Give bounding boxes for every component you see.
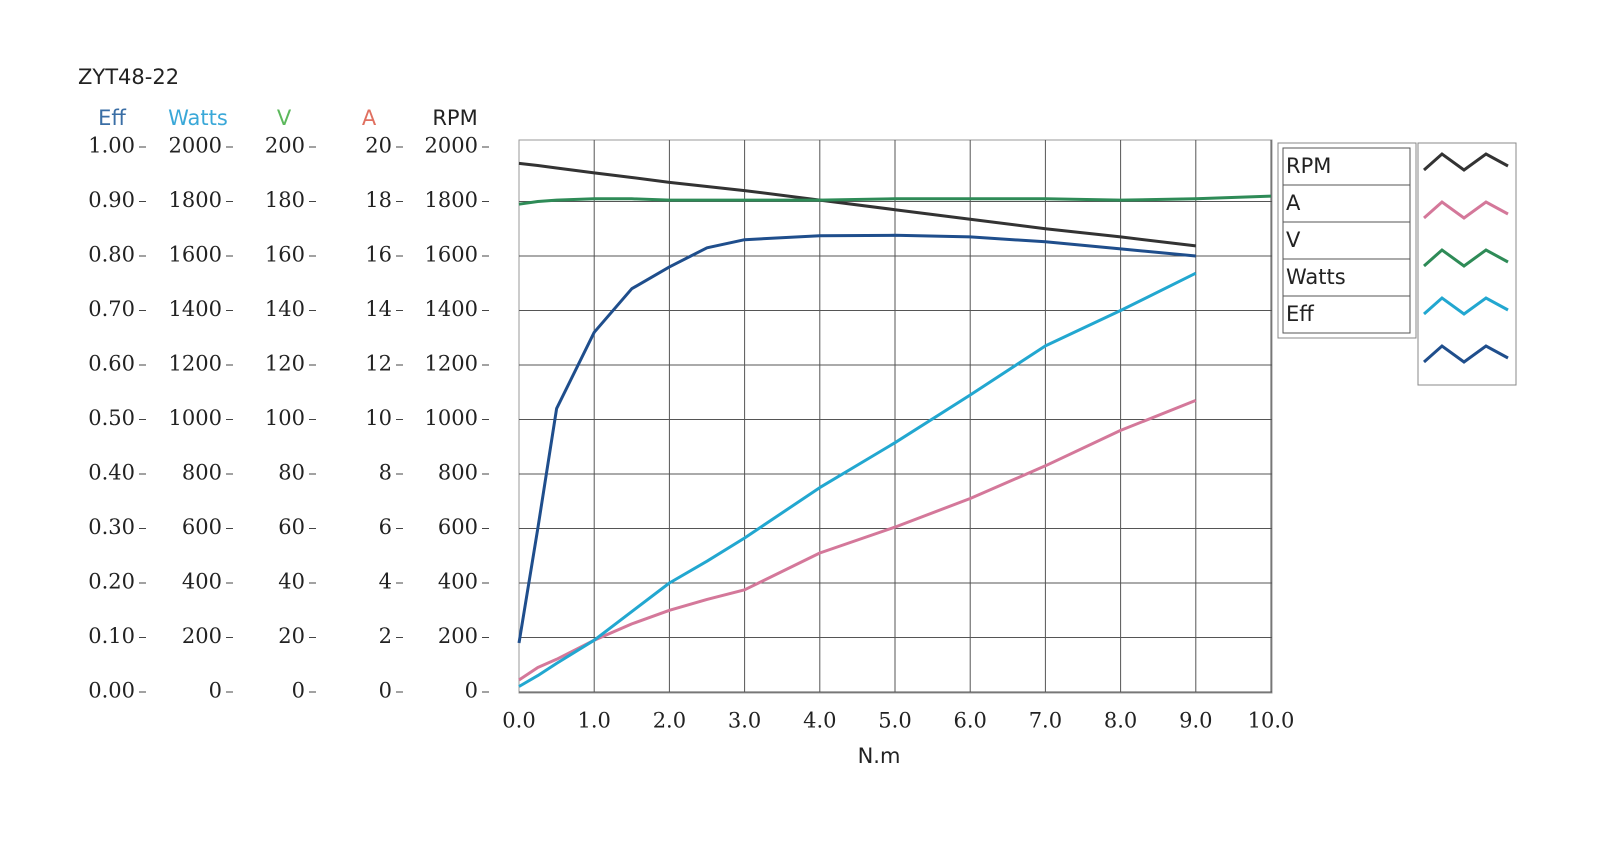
y-tick-label: 16 [365,243,392,267]
y-axis-title: V [277,106,292,130]
legend-label: RPM [1286,154,1331,178]
x-tick-label: 1.0 [577,709,610,733]
y-axis-title: A [362,106,377,130]
legend-swatch-frame [1417,142,1517,386]
legend-frame [1277,142,1417,339]
y-tick-label: 10 [365,406,392,430]
y-tick-label: 1400 [425,297,478,321]
chart-title: ZYT48-22 [78,65,179,89]
y-axis-title: RPM [432,106,477,130]
y-axis-title: Watts [168,106,228,130]
y-tick-label: 2 [379,624,392,648]
x-tick-label: 4.0 [803,709,836,733]
y-tick-label: 12 [365,352,392,376]
series-line [518,271,1197,688]
y-tick-label: 2000 [169,134,222,158]
legend-swatch [1423,152,1509,172]
y-tick-label: 1000 [169,406,222,430]
y-tick-label: 0.00 [88,679,135,703]
legend-label: V [1286,228,1301,252]
y-tick-label: 18 [365,188,392,212]
x-tick-label: 2.0 [653,709,686,733]
y-tick-label: 400 [438,570,478,594]
legend-label: Watts [1286,265,1346,289]
y-tick-label: 0 [209,679,222,703]
y-tick-label: 0.90 [88,188,135,212]
y-tick-label: 0 [465,679,478,703]
legend-cell [1282,295,1411,334]
y-tick-label: 20 [365,134,392,158]
x-tick-label: 8.0 [1104,709,1137,733]
y-tick-label: 0.50 [88,406,135,430]
y-tick-label: 4 [379,570,392,594]
y-tick-label: 1600 [169,243,222,267]
x-tick-label: 9.0 [1179,709,1212,733]
legend-swatch [1423,344,1509,364]
y-tick-label: 0 [292,679,305,703]
y-tick-label: 1400 [169,297,222,321]
series-line [518,161,1196,248]
y-tick-label: 0 [379,679,392,703]
y-tick-label: 200 [438,624,478,648]
y-tick-label: 180 [265,188,305,212]
y-tick-label: 60 [278,515,305,539]
y-tick-label: 100 [265,406,305,430]
y-tick-label: 140 [265,297,305,321]
y-tick-label: 800 [182,461,222,485]
y-tick-label: 400 [182,570,222,594]
series-line [518,399,1197,682]
legend-swatch [1423,296,1509,316]
y-tick-label: 1.00 [88,134,135,158]
y-tick-label: 6 [379,515,392,539]
y-tick-label: 8 [379,461,392,485]
legend-swatch [1423,200,1509,220]
y-tick-label: 0.30 [88,515,135,539]
y-axis-title: Eff [98,106,126,130]
legend-label: Eff [1286,302,1314,326]
y-tick-label: 0.80 [88,243,135,267]
x-axis-title: N.m [858,744,901,768]
y-tick-label: 1000 [425,406,478,430]
series-line [517,233,1196,644]
x-tick-label: 0.0 [502,709,535,733]
y-tick-label: 800 [438,461,478,485]
y-tick-label: 80 [278,461,305,485]
y-tick-label: 200 [265,134,305,158]
y-tick-label: 14 [365,297,392,321]
y-tick-label: 40 [278,570,305,594]
legend-cell [1282,184,1411,223]
y-tick-label: 1800 [425,188,478,212]
x-tick-label: 10.0 [1248,709,1295,733]
legend-swatch [1423,248,1509,268]
y-tick-label: 160 [265,243,305,267]
y-tick-label: 1200 [169,352,222,376]
y-tick-label: 20 [278,624,305,648]
y-tick-label: 0.40 [88,461,135,485]
y-tick-label: 0.10 [88,624,135,648]
y-tick-label: 600 [182,515,222,539]
y-tick-label: 1600 [425,243,478,267]
y-tick-label: 2000 [425,134,478,158]
y-tick-label: 200 [182,624,222,648]
y-tick-label: 1200 [425,352,478,376]
y-tick-label: 0.60 [88,352,135,376]
y-tick-label: 0.70 [88,297,135,321]
y-tick-label: 1800 [169,188,222,212]
x-tick-label: 7.0 [1029,709,1062,733]
x-tick-label: 3.0 [728,709,761,733]
legend-label: A [1286,191,1301,215]
y-tick-label: 600 [438,515,478,539]
x-tick-label: 5.0 [878,709,911,733]
legend-cell [1282,221,1411,260]
y-tick-label: 120 [265,352,305,376]
x-tick-label: 6.0 [953,709,986,733]
series-line [518,194,1272,206]
y-tick-label: 0.20 [88,570,135,594]
